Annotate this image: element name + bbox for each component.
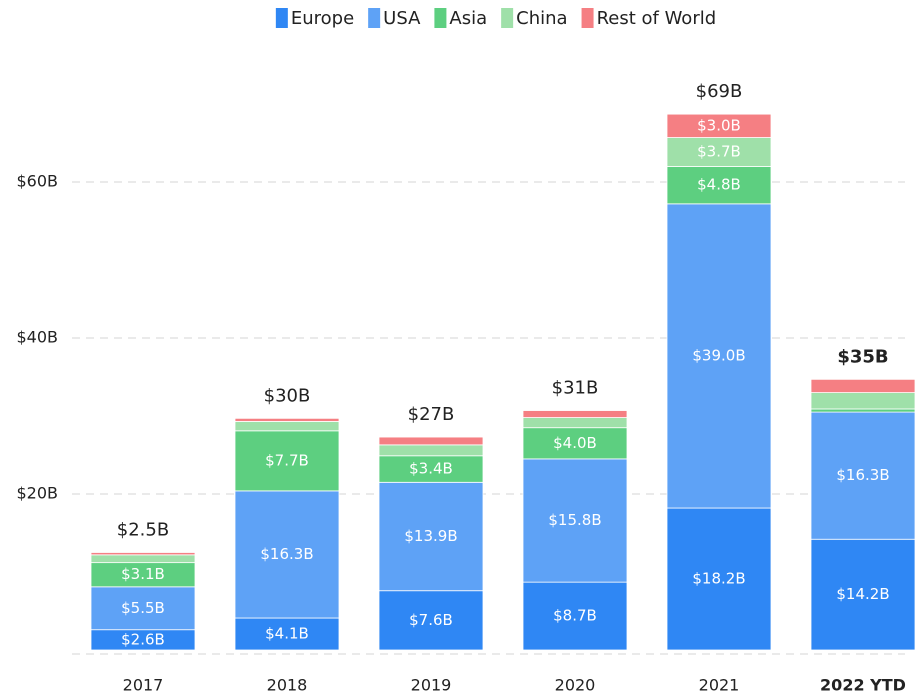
value-label: $15.8B [548, 511, 601, 529]
bar-segment [378, 455, 484, 483]
value-label: $16.3B [260, 545, 313, 563]
value-label: $7.6B [409, 611, 453, 629]
value-label: $16.3B [836, 466, 889, 484]
legend-label: Asia [449, 8, 487, 29]
bar-segment [522, 410, 628, 418]
bar-segment [234, 490, 340, 619]
y-tick-label: $20B [16, 484, 58, 503]
value-label: $3.4B [409, 460, 453, 478]
value-label: $3.0B [697, 116, 741, 134]
legend-swatch [501, 8, 514, 28]
value-label: $4.1B [265, 625, 309, 643]
y-tick-label: $40B [16, 328, 58, 347]
bar-segment [522, 417, 628, 429]
legend-swatch [275, 8, 288, 28]
value-label: $7.7B [265, 451, 309, 469]
x-tick-label: 2021 [699, 676, 740, 695]
bar-segment [666, 507, 772, 651]
bar-segment [666, 203, 772, 509]
bar-segment [810, 378, 916, 393]
bar-segment [810, 411, 916, 540]
bar-segment [522, 427, 628, 460]
x-tick-label: 2020 [555, 676, 596, 695]
total-label: $30B [264, 385, 311, 406]
bar-segment [90, 552, 196, 556]
value-label: $8.7B [553, 607, 597, 625]
y-tick-label: $60B [16, 172, 58, 191]
bar-segment [234, 617, 340, 651]
total-label: $69B [696, 81, 743, 102]
legend-label: China [516, 8, 567, 29]
bar-segment [90, 586, 196, 631]
legend-label: Europe [291, 8, 354, 29]
total-label: $27B [408, 404, 455, 425]
value-label: $4.0B [553, 434, 597, 452]
value-label: $18.2B [692, 570, 745, 588]
bar-segment [378, 444, 484, 457]
legend-label: Rest of World [597, 8, 717, 29]
value-label: $39.0B [692, 346, 745, 364]
bar-segment [378, 481, 484, 592]
bar-segment [810, 408, 916, 413]
bar-segment [666, 113, 772, 138]
bar-segment [234, 430, 340, 492]
bar-segment [522, 458, 628, 583]
value-label: $4.8B [697, 176, 741, 194]
bar-segment [234, 417, 340, 422]
x-tick-label: 2017 [123, 676, 164, 695]
total-label: $35B [837, 346, 888, 367]
value-label: $5.5B [121, 599, 165, 617]
legend-swatch [434, 8, 447, 28]
total-label: $2.5B [117, 520, 169, 541]
value-label: $3.1B [121, 565, 165, 583]
bar-segment [378, 590, 484, 651]
bar-segment [810, 392, 916, 410]
bar-segment [810, 538, 916, 651]
value-label: $3.7B [697, 142, 741, 160]
value-label: $13.9B [404, 527, 457, 545]
bar-segment [666, 165, 772, 205]
bar-segment [234, 421, 340, 432]
legend-swatch [368, 8, 381, 28]
legend-swatch [581, 8, 594, 28]
x-tick-label: 2018 [267, 676, 308, 695]
value-label: $14.2B [836, 585, 889, 603]
total-label: $31B [552, 378, 599, 399]
legend-label: USA [383, 8, 421, 29]
bar-segment [90, 554, 196, 564]
value-label: $2.6B [121, 630, 165, 648]
x-tick-label: 2022 YTD [820, 676, 906, 695]
bar-segment [378, 436, 484, 446]
bar-segment [522, 581, 628, 651]
bar-segment [666, 137, 772, 167]
x-tick-label: 2019 [411, 676, 452, 695]
